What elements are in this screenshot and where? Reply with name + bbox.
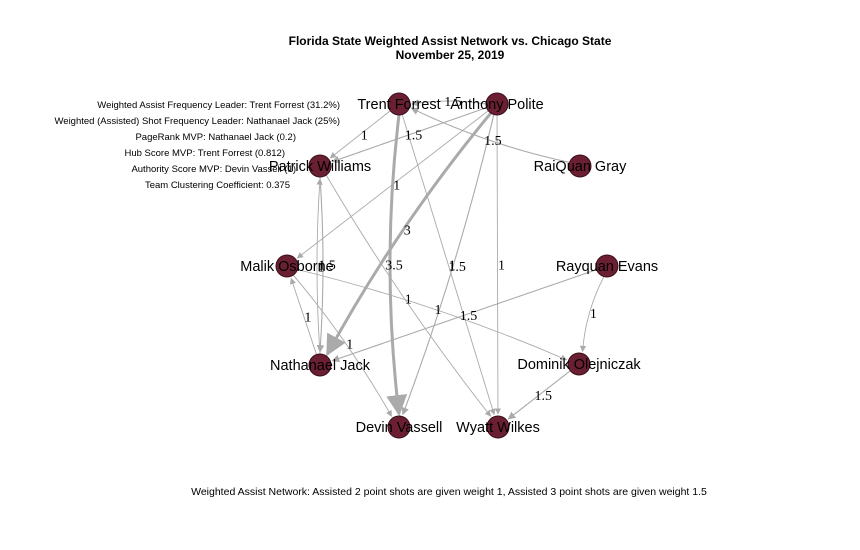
node-label-patrick: Patrick Williams (269, 159, 371, 175)
stat-clustering: Team Clustering Coefficient: 0.375 (145, 180, 290, 191)
edge-patrick-to-nathanael (316, 176, 325, 353)
footer-note: Weighted Assist Network: Assisted 2 poin… (191, 486, 707, 498)
node-patrick (308, 154, 332, 178)
edge-trent-to-patrick (329, 110, 391, 159)
node-label-wyatt: Wyatt Wilkes (456, 420, 540, 436)
edge-patrick-to-wyatt (325, 174, 492, 417)
node-malik (275, 254, 299, 278)
stats-panel: Weighted Assist Frequency Leader: Trent … (54, 100, 340, 191)
edge-anthony-to-devin (401, 114, 495, 416)
edge-anthony-to-wyatt (494, 114, 502, 415)
stat-hub-score: Hub Score MVP: Trent Forrest (0.812) (124, 148, 285, 159)
edge-weight-label: 1.5 (444, 95, 462, 110)
node-label-trent: Trent Forrest (357, 97, 440, 113)
node-wyatt (486, 415, 510, 439)
stat-authority-score: Authority Score MVP: Devin Vassell (1) (131, 164, 296, 175)
node-label-rayquan: Rayquan Evans (556, 259, 658, 275)
edge-weight-label: 1 (304, 310, 311, 325)
edge-weight-label: 1.5 (484, 134, 502, 149)
edge-weight-label: 1.5 (535, 389, 553, 404)
node-dominik (567, 352, 591, 376)
edge-raiquan-to-trent (410, 107, 570, 163)
node-nathanael (308, 353, 332, 377)
edge-weight-label: 1 (434, 303, 441, 318)
edge-malik-to-devin (292, 274, 392, 417)
edge-weight-label: 1 (449, 259, 456, 274)
node-rayquan (595, 254, 619, 278)
edge-weight-label: 1 (318, 261, 325, 276)
edge-weight-label: 1 (590, 307, 597, 322)
node-label-devin: Devin Vassell (356, 420, 443, 436)
edge-weight-label: 1.5 (405, 129, 423, 144)
node-raiquan (568, 154, 592, 178)
stat-pagerank: PageRank MVP: Nathanael Jack (0.2) (135, 132, 296, 143)
edge-weight-label: 1.5 (318, 259, 336, 274)
edge-weight-label: 1 (346, 337, 353, 352)
edge-anthony-to-trent (411, 99, 487, 107)
node-label-layer: Trent Forrest Anthony Polite RaiQuan Gray P… (240, 97, 658, 436)
edge-malik-to-dominik (297, 269, 568, 361)
chart-title: Florida State Weighted Assist Network vs… (289, 34, 612, 48)
node-label-malik: Malik Osborne (240, 259, 333, 275)
stat-assist-leader: Weighted Assist Frequency Leader: Trent … (97, 100, 340, 111)
edge-weight-label: 1 (393, 178, 400, 193)
edge-weight-label: 1 (405, 292, 412, 307)
node-trent (387, 92, 411, 116)
node-anthony (485, 92, 509, 116)
edge-nathanael-to-malik (289, 277, 317, 355)
edge-weight-label: 1.5 (460, 309, 478, 324)
edge-weight-label: 3 (404, 224, 411, 239)
edge-anthony-to-nathanael (325, 112, 492, 357)
node-layer (275, 92, 619, 439)
edge-rayquan-to-dominik (579, 276, 605, 353)
edge-nathanael-to-patrick (316, 178, 323, 355)
edge-anthony-to-patrick (331, 107, 487, 164)
edge-weight-label: 1 (361, 128, 368, 143)
node-label-nathanael: Nathanael Jack (270, 358, 371, 374)
node-label-anthony: Anthony Polite (450, 97, 544, 113)
stat-shot-leader: Weighted (Assisted) Shot Frequency Leade… (54, 116, 340, 127)
edge-weight-label: 1.5 (448, 260, 466, 275)
node-label-dominik: Dominik Olejniczak (517, 357, 641, 373)
edge-trent-to-wyatt (401, 114, 496, 416)
edge-weight-label: 3.5 (385, 259, 403, 274)
edge-dominik-to-wyatt (507, 370, 571, 420)
edge-trent-to-devin (386, 114, 408, 417)
edge-weight-label: 1 (498, 259, 505, 274)
edge-layer (289, 99, 605, 420)
chart-subtitle: November 25, 2019 (396, 48, 505, 62)
edge-rayquan-to-nathanael (331, 269, 597, 363)
node-devin (387, 415, 411, 439)
node-label-raiquan: RaiQuan Gray (534, 159, 627, 175)
